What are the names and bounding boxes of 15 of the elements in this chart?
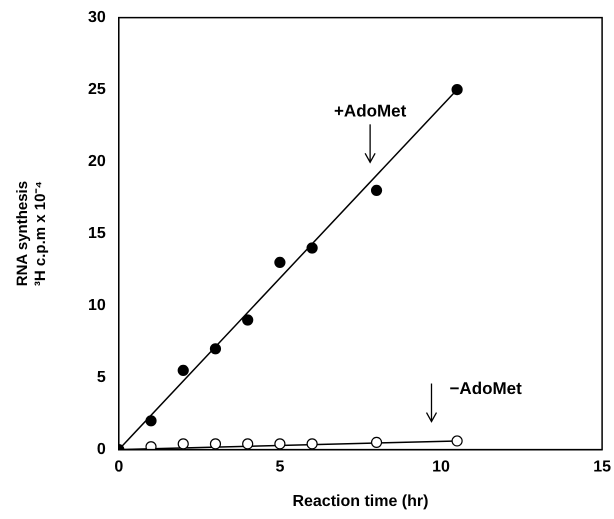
annotation: +AdoMet (334, 102, 407, 121)
x-tick-label: 15 (593, 458, 612, 476)
x-tick-label: 0 (114, 458, 124, 476)
x-tick-label: 5 (275, 458, 284, 476)
x-axis-title: Reaction time (hr) (292, 492, 428, 510)
annotation: −AdoMet (449, 379, 522, 398)
y-axis-title: RNA synthesis ³H c.p.m x 10⁻⁴ (14, 180, 50, 286)
y-tick-label: 25 (88, 81, 106, 98)
x-tick-label: 10 (432, 458, 450, 476)
y-tick-label: 5 (96, 369, 106, 386)
y-tick-label: 0 (96, 441, 106, 458)
y-tick-label: 30 (88, 9, 106, 26)
y-tick-label: 15 (88, 225, 106, 242)
y-tick-label: 20 (88, 153, 106, 170)
y-tick-label: 10 (88, 297, 106, 314)
